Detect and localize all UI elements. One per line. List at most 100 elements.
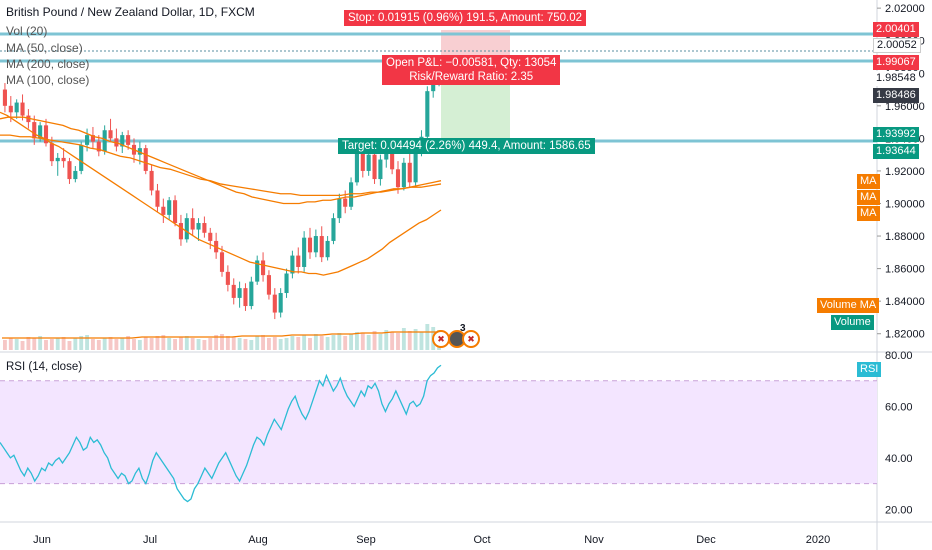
risk-reward-text: Risk/Reward Ratio: 2.35	[409, 71, 534, 83]
candle-body	[372, 154, 377, 180]
volume-bar	[237, 338, 242, 350]
uk-flag-icon[interactable]: ✖	[432, 330, 450, 348]
volume-bar	[249, 340, 254, 350]
volume-bar	[155, 336, 160, 350]
volume-bar	[272, 337, 277, 350]
time-tick-label: Aug	[248, 534, 268, 546]
rsi-tick-label: 80.00	[885, 350, 913, 362]
volume-bar	[401, 328, 406, 350]
nz-flag-icon[interactable]: ✖	[462, 330, 480, 348]
time-tick-label: Nov	[584, 534, 604, 546]
time-tick-label: Jul	[143, 534, 157, 546]
volume-bar	[79, 336, 84, 350]
rsi-tick-label: 20.00	[885, 504, 913, 516]
candle-body	[173, 200, 178, 224]
price-tick-label: 1.92000	[885, 166, 925, 178]
rsi-tag: RSI	[857, 362, 882, 377]
price-tick-label: 1.82000	[885, 329, 925, 341]
time-tick-label: Oct	[473, 534, 490, 546]
candle-body	[407, 162, 412, 183]
candle-body	[20, 102, 25, 116]
volume-bar	[355, 332, 359, 350]
candle-body	[184, 218, 189, 240]
candle-body	[302, 237, 307, 267]
candle-body	[231, 284, 236, 298]
target-price-tag: 1.93992	[873, 127, 919, 142]
ma200-indicator-label[interactable]: MA (200, close)	[6, 57, 90, 71]
volume-bar	[331, 335, 336, 350]
candle-body	[14, 102, 19, 113]
candle-body	[390, 151, 395, 170]
volume-bar	[325, 337, 330, 350]
volume-bar	[137, 340, 142, 350]
high-price-tag: 1.98548	[873, 71, 919, 86]
ma100-line	[0, 116, 442, 205]
candle-body	[401, 162, 406, 188]
volume-bar	[196, 339, 201, 350]
volume-bar	[91, 339, 95, 350]
candle-body	[425, 91, 430, 137]
ma100-indicator-label[interactable]: MA (100, close)	[6, 73, 90, 87]
candle-body	[55, 157, 60, 162]
volume-bar	[337, 333, 342, 350]
ma-tag-3: MA	[857, 206, 880, 221]
candle-body	[67, 161, 72, 180]
volume-bar	[366, 335, 371, 350]
entry-price-tag: 2.00052	[873, 38, 921, 53]
volume-bar	[378, 334, 383, 350]
volume-bar	[290, 336, 295, 350]
candle-body	[167, 200, 172, 215]
time-tick-label: Dec	[696, 534, 716, 546]
volume-bar	[313, 334, 318, 350]
rsi-indicator-label[interactable]: RSI (14, close)	[6, 361, 83, 373]
candle-body	[208, 232, 213, 241]
volume-bar	[38, 336, 43, 350]
stop-label[interactable]: Stop: 0.01915 (0.96%) 191.5, Amount: 750…	[344, 10, 587, 26]
candle-body	[354, 153, 359, 183]
candle-body	[143, 148, 148, 171]
candle-body	[108, 130, 113, 139]
candle-body	[79, 144, 84, 171]
candle-body	[43, 125, 49, 144]
candle-body	[196, 223, 201, 230]
volume-bar	[173, 339, 177, 350]
candle-body	[337, 198, 342, 219]
price-tick-label: 1.96000	[885, 101, 925, 113]
candle-body	[343, 198, 348, 207]
volume-ma-tag: Volume MA	[817, 298, 880, 313]
candle-body	[137, 148, 142, 155]
volume-bar	[132, 339, 136, 350]
price-tick-label: 1.88000	[885, 231, 925, 243]
candle-body	[278, 293, 283, 313]
ma50-indicator-label[interactable]: MA (50, close)	[6, 41, 83, 55]
volume-bar	[73, 338, 78, 350]
volume-bar	[143, 337, 148, 350]
candle-body	[90, 135, 95, 142]
volume-bar	[102, 338, 107, 350]
volume-bar	[319, 336, 324, 350]
volume-bar	[161, 335, 166, 350]
candle-body	[2, 89, 7, 106]
candle-body	[85, 135, 90, 145]
time-tick-label: Jun	[33, 534, 51, 546]
candle-body	[384, 151, 389, 160]
candle-body	[296, 255, 301, 267]
current-price-tag: 1.98486	[873, 88, 919, 103]
candle-body	[49, 143, 54, 162]
candle-body	[360, 153, 365, 171]
candle-body	[237, 288, 242, 298]
volume-bar	[349, 334, 353, 350]
events-badges[interactable]: ✖ 3 ✖	[432, 323, 480, 348]
stop-price-tag: 2.00401	[873, 22, 919, 37]
volume-bar	[114, 339, 119, 350]
candle-body	[190, 218, 195, 230]
target-label[interactable]: Target: 0.04494 (2.26%) 449.4, Amount: 1…	[338, 138, 595, 154]
volume-bar	[278, 339, 283, 350]
candle-body	[126, 135, 131, 145]
candle-body	[366, 154, 371, 171]
volume-bar	[61, 337, 66, 350]
open-pnl-label[interactable]: Open P&L: −0.00581, Qty: 13054 Risk/Rewa…	[382, 55, 561, 85]
candle-body	[307, 237, 313, 253]
volume-indicator-label[interactable]: Vol (20)	[6, 24, 48, 38]
